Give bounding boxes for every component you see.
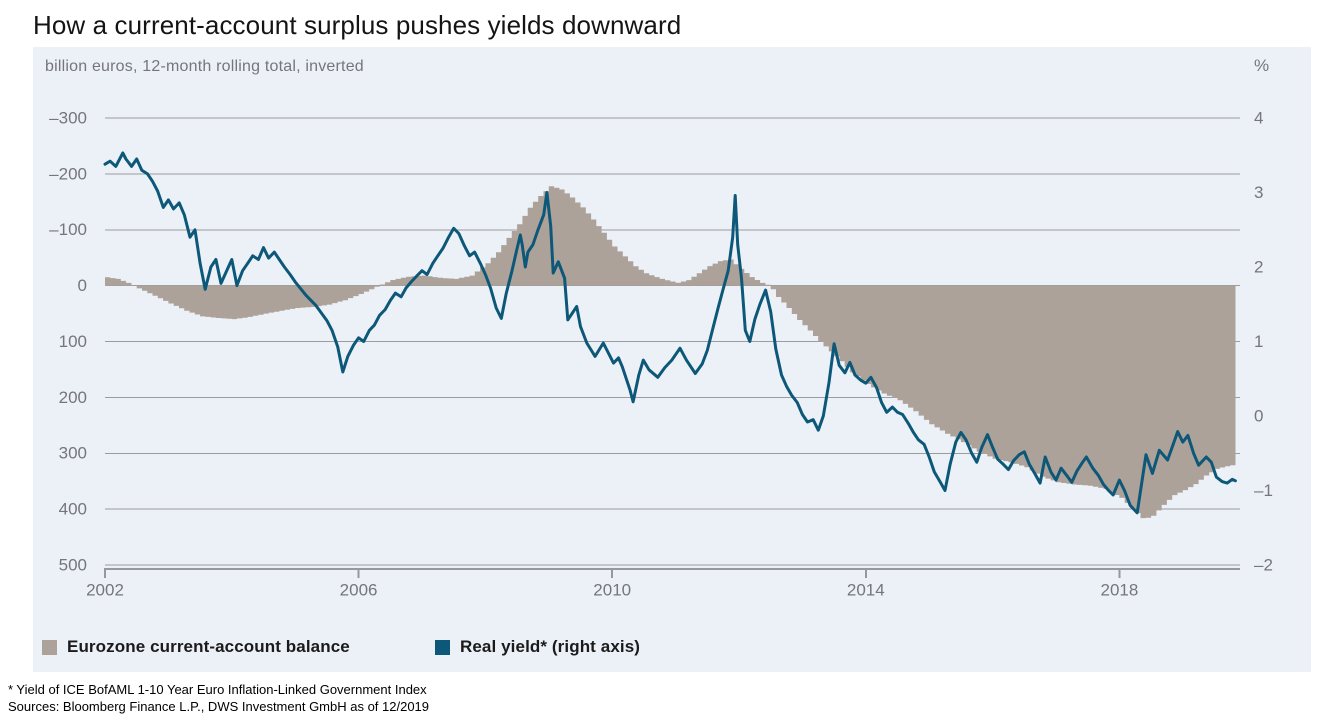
chart-canvas: 2002 2006 2010 2014 2018–300–200–10001002003… [49,108,1273,599]
chart-title: How a current-account surplus pushes yie… [33,10,682,40]
left-axis-tick-label: 200 [59,388,87,407]
legend-label-current-account: Eurozone current-account balance [67,637,350,656]
chart-panel: billion euros, 12-month rolling total, i… [33,47,1311,672]
footnotes: * Yield of ICE BofAML 1-10 Year Euro Inf… [8,681,429,715]
right-axis-tick-label: 0 [1254,406,1263,425]
right-axis-tick-label: 4 [1254,108,1263,127]
legend-item-current-account: Eurozone current-account balance [42,637,350,657]
left-axis-tick-label: –300 [49,108,87,127]
left-axis-tick-label: 400 [59,500,87,519]
left-axis-tick-label: –100 [49,220,87,239]
left-axis-tick-label: 300 [59,444,87,463]
area-series-current-account-balance [105,186,1236,519]
right-axis-tick-label: 1 [1254,332,1263,351]
right-axis-tick-label: 3 [1254,183,1263,202]
left-axis-tick-label: 0 [78,276,87,295]
x-axis-tick-label: 2002 [86,580,124,599]
left-axis-tick-label: 500 [59,555,87,574]
legend-item-real-yield: Real yield* (right axis) [435,637,640,657]
x-axis-tick-label: 2006 [340,580,378,599]
legend-label-real-yield: Real yield* (right axis) [460,637,641,656]
current-account-swatch [42,639,57,655]
x-axis-tick-label: 2018 [1100,580,1138,599]
real-yield-swatch [435,639,450,655]
legend: Eurozone current-account balance Real yi… [33,637,1311,661]
footnote-index-definition: * Yield of ICE BofAML 1-10 Year Euro Inf… [8,682,427,697]
right-axis-unit-label: % [1254,56,1270,75]
x-axis [104,568,1240,578]
left-axis-tick-label: –200 [49,164,87,183]
line-series-real-yield [103,151,1237,515]
x-axis-tick-label: 2014 [847,580,885,599]
left-axis-tick-label: 100 [59,332,87,351]
x-axis-tick-label: 2010 [593,580,631,599]
footnote-sources: Sources: Bloomberg Finance L.P., DWS Inv… [8,699,430,714]
right-axis-tick-label: 2 [1254,257,1263,276]
left-axis-unit-label: billion euros, 12-month rolling total, i… [45,58,364,75]
right-axis-tick-label: –1 [1254,481,1273,500]
right-axis-tick-label: –2 [1254,555,1273,574]
